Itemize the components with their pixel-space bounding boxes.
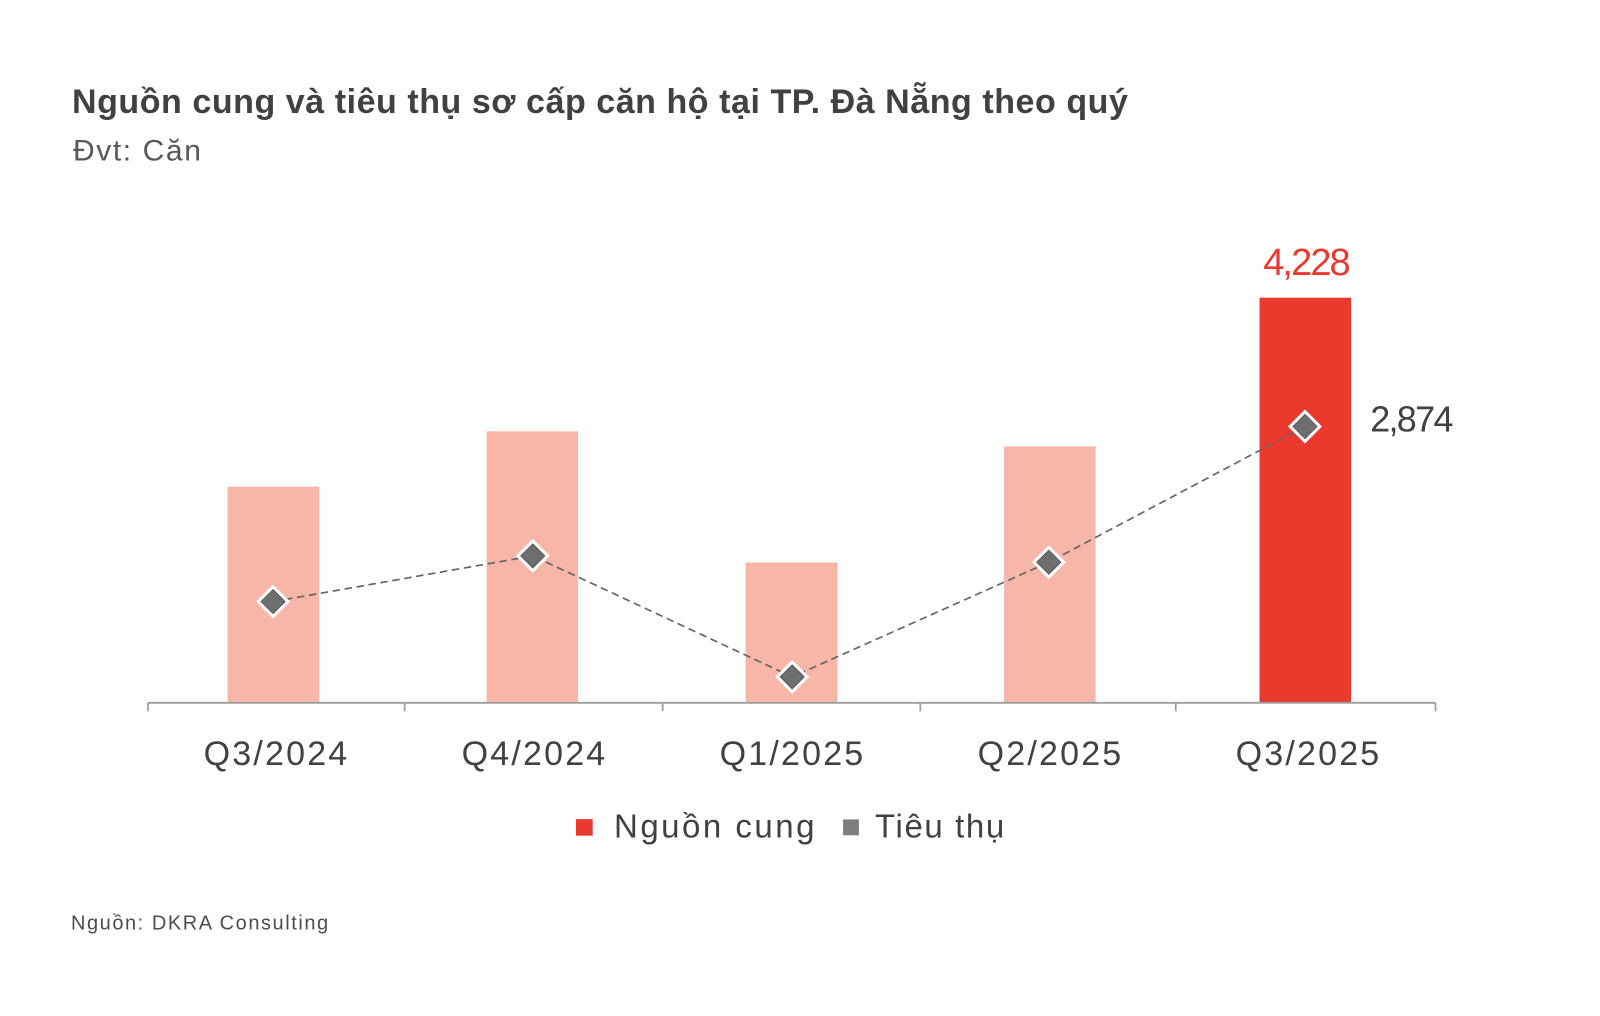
svg-text:Q2/2025: Q2/2025 [978,735,1124,773]
svg-text:Nguồn cung và tiêu thụ sơ cấp: Nguồn cung và tiêu thụ sơ cấp căn hộ tại… [72,82,1128,121]
svg-text:2,874: 2,874 [1370,399,1452,440]
svg-text:Nguồn cung: Nguồn cung [614,808,817,845]
svg-text:Q1/2025: Q1/2025 [720,735,866,773]
svg-text:4,228: 4,228 [1263,242,1349,284]
svg-text:Q3/2025: Q3/2025 [1236,735,1382,773]
svg-text:Nguồn: DKRA Consulting: Nguồn: DKRA Consulting [71,913,330,935]
svg-text:Q4/2024: Q4/2024 [462,735,608,773]
svg-text:Tiêu thụ: Tiêu thụ [875,808,1006,845]
svg-text:Đvt: Căn: Đvt: Căn [73,135,203,168]
svg-text:Q3/2024: Q3/2024 [204,735,350,773]
